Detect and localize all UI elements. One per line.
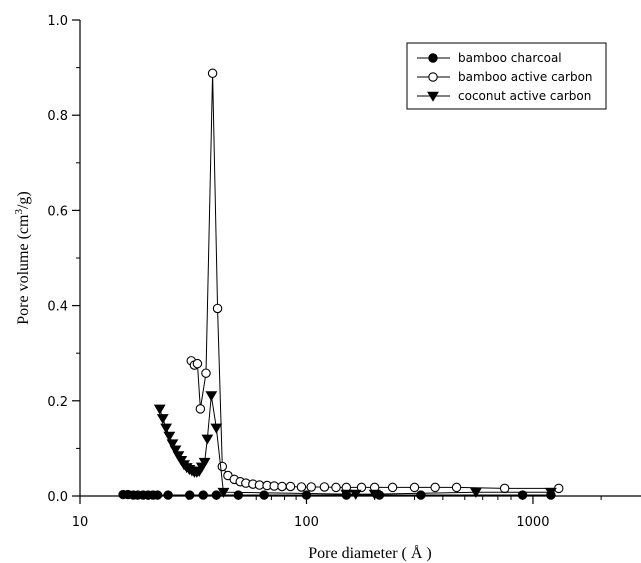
data-point [277,481,287,492]
data-point [306,482,317,492]
data-point [451,482,462,493]
series-bamboo-active-carbon [186,68,564,494]
y-tick-label: 1.0 [47,14,68,29]
y-tick-label: 0.8 [47,109,68,124]
data-point [198,457,211,468]
data-point [349,489,362,500]
legend: bamboo charcoal bamboo active carbon cocon… [406,42,607,110]
series-line [159,395,551,495]
y-tick-label: 0.4 [47,300,68,315]
data-point [163,490,173,500]
legend-marker [427,91,439,102]
legend-marker [428,53,438,63]
data-point [217,487,230,498]
data-point [368,489,381,500]
y-tick-label: 0.6 [47,204,68,219]
data-point [169,445,182,456]
data-point [153,404,166,415]
legend-label: coconut active carbon [458,89,591,103]
data-point [430,482,440,493]
x-tick-label: 100 [294,515,319,530]
data-point [285,481,296,492]
data-point [544,487,557,498]
y-axis-title-superscript: 3 [13,209,25,215]
data-point [195,404,206,414]
y-axis: 0.0 0.2 0.4 0.6 0.8 1.0 [47,14,80,505]
data-point [259,490,269,500]
data-point [499,483,510,494]
data-point [160,423,173,434]
x-tick-label: 10 [72,515,89,530]
data-point [201,368,211,378]
series-layer [118,68,564,500]
x-tick-label: 1000 [516,515,549,530]
data-point [210,423,223,434]
data-point [416,490,426,500]
y-tick-label: 0.0 [47,490,68,505]
legend-marker [428,72,438,82]
data-point [212,303,223,314]
data-point [340,489,353,500]
data-point [198,490,208,500]
data-point [331,482,341,493]
legend-label: bamboo active carbon [458,70,593,84]
data-point [356,482,367,493]
data-point [217,461,228,472]
legend-label: bamboo charcoal [458,51,562,65]
data-point [156,414,169,425]
x-axis: 10 100 1000 [72,496,602,530]
data-point [211,490,222,500]
series-coconut-active-carbon [153,391,557,500]
data-point [517,490,528,500]
y-axis-title-tail: /g) [15,191,32,209]
y-tick-label: 0.2 [47,395,68,410]
data-point [166,439,179,450]
data-point [152,490,163,500]
series-line [190,73,559,489]
data-point [205,391,218,402]
data-point [184,490,195,500]
x-axis-title: Pore diameter ( Å ) [308,544,432,562]
data-point [470,487,482,498]
data-point [207,68,218,79]
data-point [319,482,330,492]
data-point [269,481,279,491]
data-point [387,482,398,493]
data-point [301,490,312,500]
y-axis-title: Pore volume (cm3/g) [13,191,32,324]
data-point [409,482,420,493]
data-point [201,434,214,445]
y-axis-title-main: Pore volume (cm [15,214,32,325]
legend-box [406,42,607,110]
data-point [296,482,307,492]
series-bamboo-charcoal [118,489,556,500]
data-point [192,358,203,369]
data-point [163,431,176,442]
